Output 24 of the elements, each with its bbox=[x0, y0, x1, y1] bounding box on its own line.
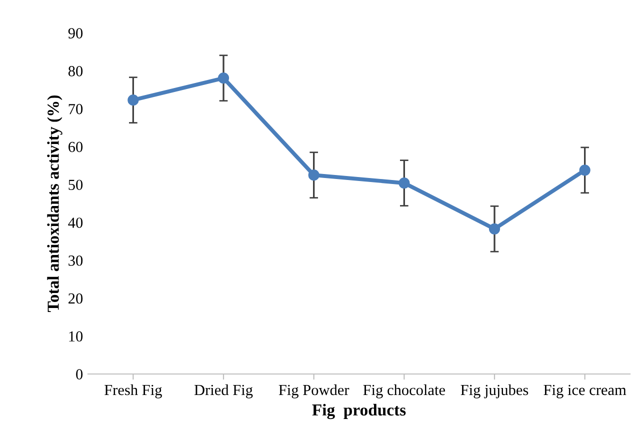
y-tick-label: 0 bbox=[76, 369, 83, 380]
point bbox=[308, 170, 320, 181]
point bbox=[398, 177, 410, 189]
x-tick-label: Fig Powder bbox=[278, 384, 350, 398]
y-axis-title: Total antioxidants activity (%) bbox=[47, 96, 62, 312]
x-axis-title: Fig products bbox=[312, 404, 406, 420]
y-tick-label: 70 bbox=[68, 104, 83, 114]
point bbox=[128, 94, 139, 106]
y-tick-label: 80 bbox=[68, 66, 83, 76]
y-tick-label: 20 bbox=[68, 293, 83, 304]
x-tick-label: Dried Fig bbox=[194, 384, 253, 398]
x-tick-label: Fig jujubes bbox=[460, 384, 528, 398]
y-tick-label: 30 bbox=[68, 255, 83, 266]
y-tick-label: 10 bbox=[69, 331, 83, 342]
x-tick-label: Fig ice cream bbox=[544, 384, 626, 398]
y-tick-label: 40 bbox=[68, 218, 83, 228]
point bbox=[579, 164, 590, 176]
y-tick-label: 60 bbox=[68, 142, 83, 152]
y-tick-label: 50 bbox=[68, 180, 83, 190]
x-tick-label: Fig chocolate bbox=[363, 384, 445, 398]
point bbox=[218, 72, 230, 84]
point bbox=[488, 223, 500, 234]
y-tick-label: 90 bbox=[68, 28, 83, 38]
x-tick-label: Fresh Fig bbox=[104, 384, 162, 398]
